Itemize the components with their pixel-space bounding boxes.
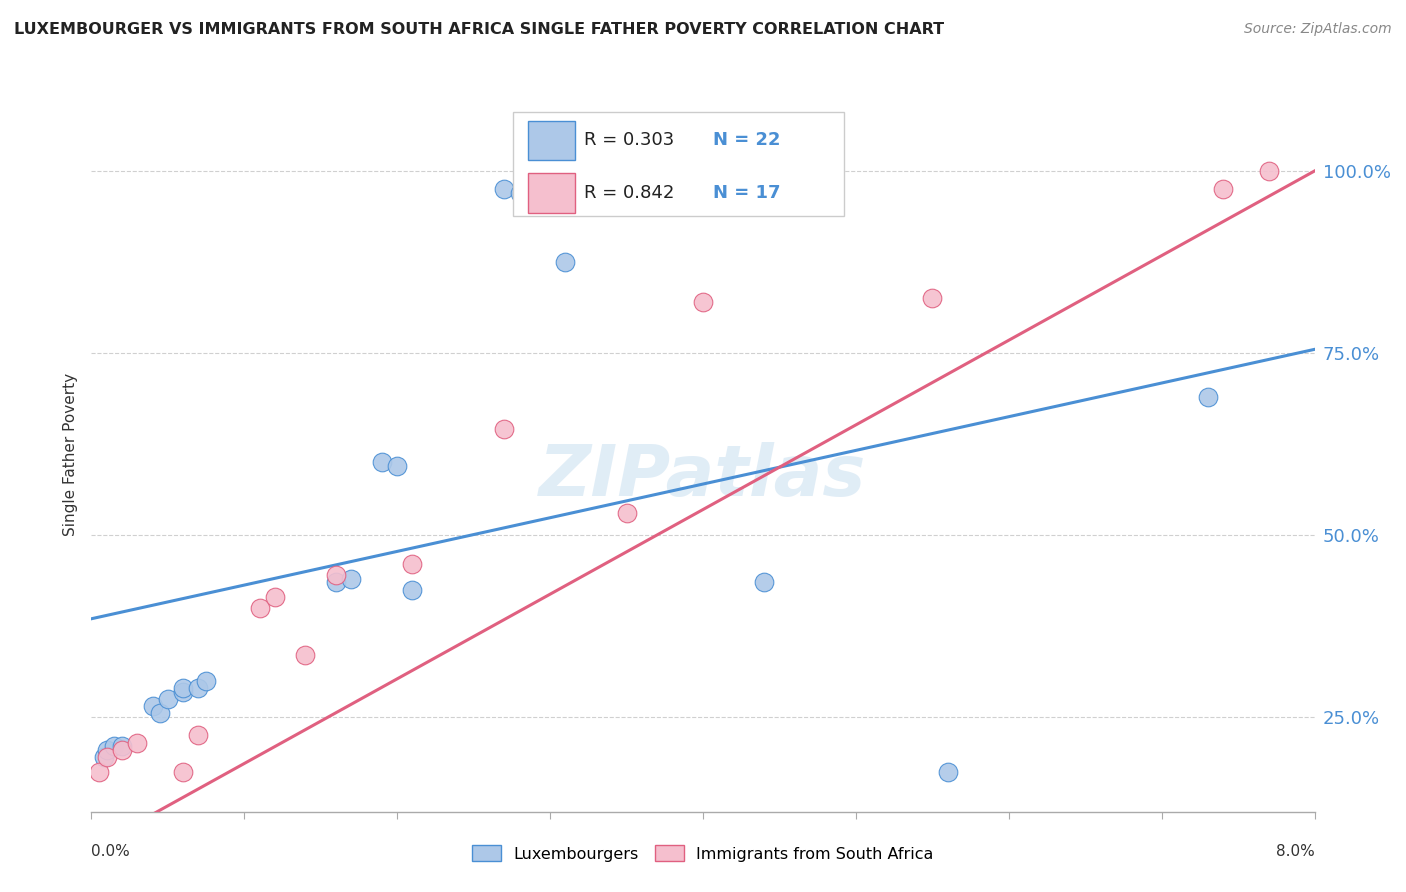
Text: 8.0%: 8.0% (1275, 844, 1315, 859)
Point (93, 750, 115, 764)
Point (1257, 164, 1279, 178)
FancyBboxPatch shape (529, 173, 575, 212)
Point (616, 506, 638, 520)
Point (494, 182, 516, 196)
Point (96, 750, 118, 764)
Point (340, 572, 363, 586)
Point (111, 743, 134, 757)
Point (1212, 182, 1234, 196)
Text: 0.0%: 0.0% (91, 844, 131, 859)
Text: N = 17: N = 17 (713, 184, 780, 202)
Text: N = 22: N = 22 (713, 131, 780, 149)
Point (921, 291, 943, 305)
Point (103, 739, 125, 754)
Point (325, 568, 347, 582)
FancyBboxPatch shape (529, 120, 575, 160)
Point (195, 673, 218, 688)
Point (401, 557, 423, 571)
Point (385, 458, 409, 473)
Point (249, 600, 271, 615)
Point (187, 728, 209, 742)
Point (401, 582, 423, 597)
Point (1197, 390, 1219, 404)
Point (96, 743, 118, 757)
Point (294, 648, 316, 662)
Point (156, 691, 179, 706)
Y-axis label: Single Father Poverty: Single Father Poverty (63, 374, 79, 536)
Point (371, 455, 394, 469)
Point (149, 706, 172, 721)
Point (172, 681, 194, 695)
Text: Source: ZipAtlas.com: Source: ZipAtlas.com (1244, 22, 1392, 37)
Point (141, 699, 163, 714)
Point (87, 764, 110, 779)
Point (172, 684, 194, 698)
Point (494, 422, 516, 436)
Text: R = 0.842: R = 0.842 (585, 184, 675, 202)
Point (509, 186, 531, 200)
Point (111, 739, 134, 754)
Text: LUXEMBOURGER VS IMMIGRANTS FROM SOUTH AFRICA SINGLE FATHER POVERTY CORRELATION C: LUXEMBOURGER VS IMMIGRANTS FROM SOUTH AF… (14, 22, 945, 37)
Legend: Luxembourgers, Immigrants from South Africa: Luxembourgers, Immigrants from South Afr… (465, 839, 941, 868)
Point (187, 681, 209, 695)
Point (692, 295, 714, 310)
FancyBboxPatch shape (513, 112, 844, 216)
Point (325, 575, 347, 590)
Point (554, 255, 576, 269)
Point (127, 735, 149, 749)
Point (172, 764, 194, 779)
Text: ZIPatlas: ZIPatlas (540, 442, 866, 511)
Point (754, 575, 776, 590)
Text: R = 0.303: R = 0.303 (585, 131, 675, 149)
Point (936, 764, 959, 779)
Point (264, 590, 287, 604)
